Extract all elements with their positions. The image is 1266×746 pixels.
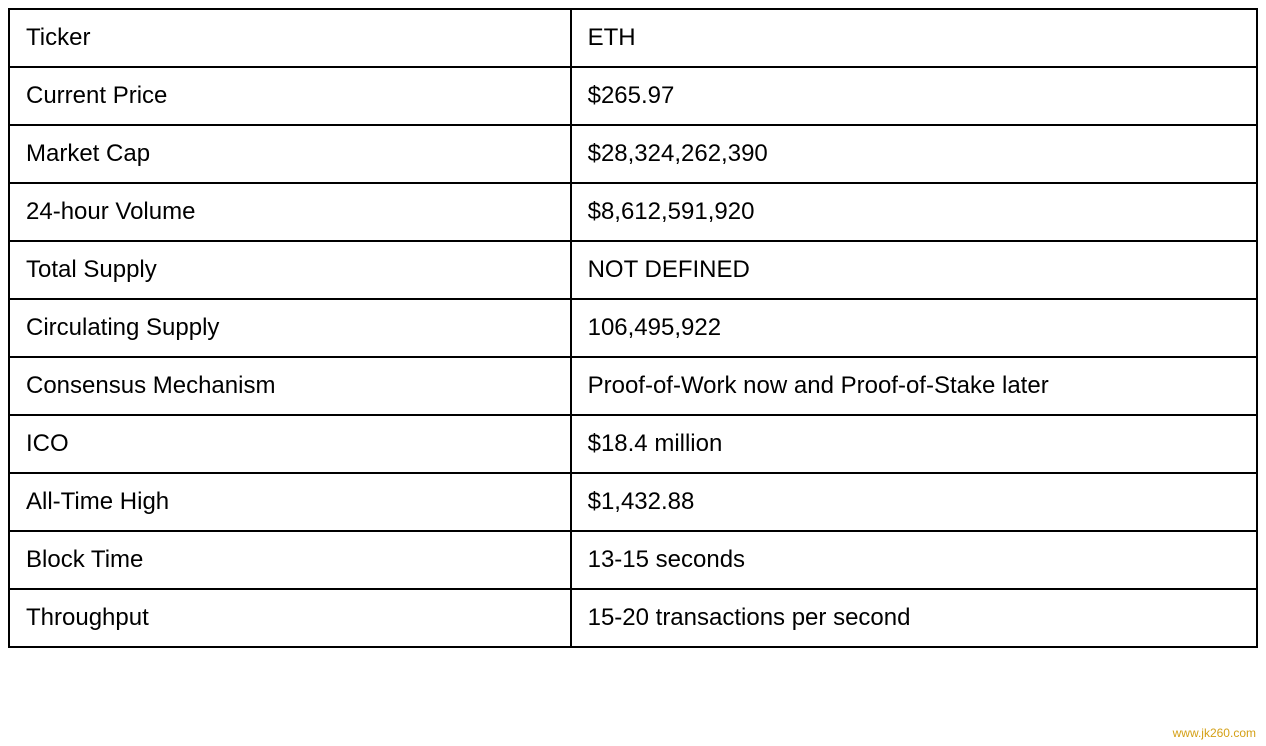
row-label: 24-hour Volume (9, 183, 571, 241)
row-value: $8,612,591,920 (571, 183, 1257, 241)
row-value: $1,432.88 (571, 473, 1257, 531)
table-row: 24-hour Volume $8,612,591,920 (9, 183, 1257, 241)
row-value: Proof-of-Work now and Proof-of-Stake lat… (571, 357, 1257, 415)
row-value: 13-15 seconds (571, 531, 1257, 589)
table-row: Current Price $265.97 (9, 67, 1257, 125)
row-label: Block Time (9, 531, 571, 589)
table-row: Total Supply NOT DEFINED (9, 241, 1257, 299)
row-value: $265.97 (571, 67, 1257, 125)
table-row: Ticker ETH (9, 9, 1257, 67)
row-label: All-Time High (9, 473, 571, 531)
row-value: 15-20 transactions per second (571, 589, 1257, 647)
table-row: Throughput 15-20 transactions per second (9, 589, 1257, 647)
row-label: Ticker (9, 9, 571, 67)
table-row: Consensus Mechanism Proof-of-Work now an… (9, 357, 1257, 415)
watermark-text: www.jk260.com (1173, 726, 1256, 740)
row-label: Total Supply (9, 241, 571, 299)
table-row: All-Time High $1,432.88 (9, 473, 1257, 531)
table-row: Market Cap $28,324,262,390 (9, 125, 1257, 183)
row-value: NOT DEFINED (571, 241, 1257, 299)
table-row: ICO $18.4 million (9, 415, 1257, 473)
row-value: $28,324,262,390 (571, 125, 1257, 183)
row-value: 106,495,922 (571, 299, 1257, 357)
row-label: Current Price (9, 67, 571, 125)
row-label: Consensus Mechanism (9, 357, 571, 415)
row-value: ETH (571, 9, 1257, 67)
row-label: Market Cap (9, 125, 571, 183)
table-body: Ticker ETH Current Price $265.97 Market … (9, 9, 1257, 647)
table-row: Block Time 13-15 seconds (9, 531, 1257, 589)
row-label: ICO (9, 415, 571, 473)
row-label: Throughput (9, 589, 571, 647)
row-label: Circulating Supply (9, 299, 571, 357)
crypto-info-table: Ticker ETH Current Price $265.97 Market … (8, 8, 1258, 648)
table-row: Circulating Supply 106,495,922 (9, 299, 1257, 357)
row-value: $18.4 million (571, 415, 1257, 473)
